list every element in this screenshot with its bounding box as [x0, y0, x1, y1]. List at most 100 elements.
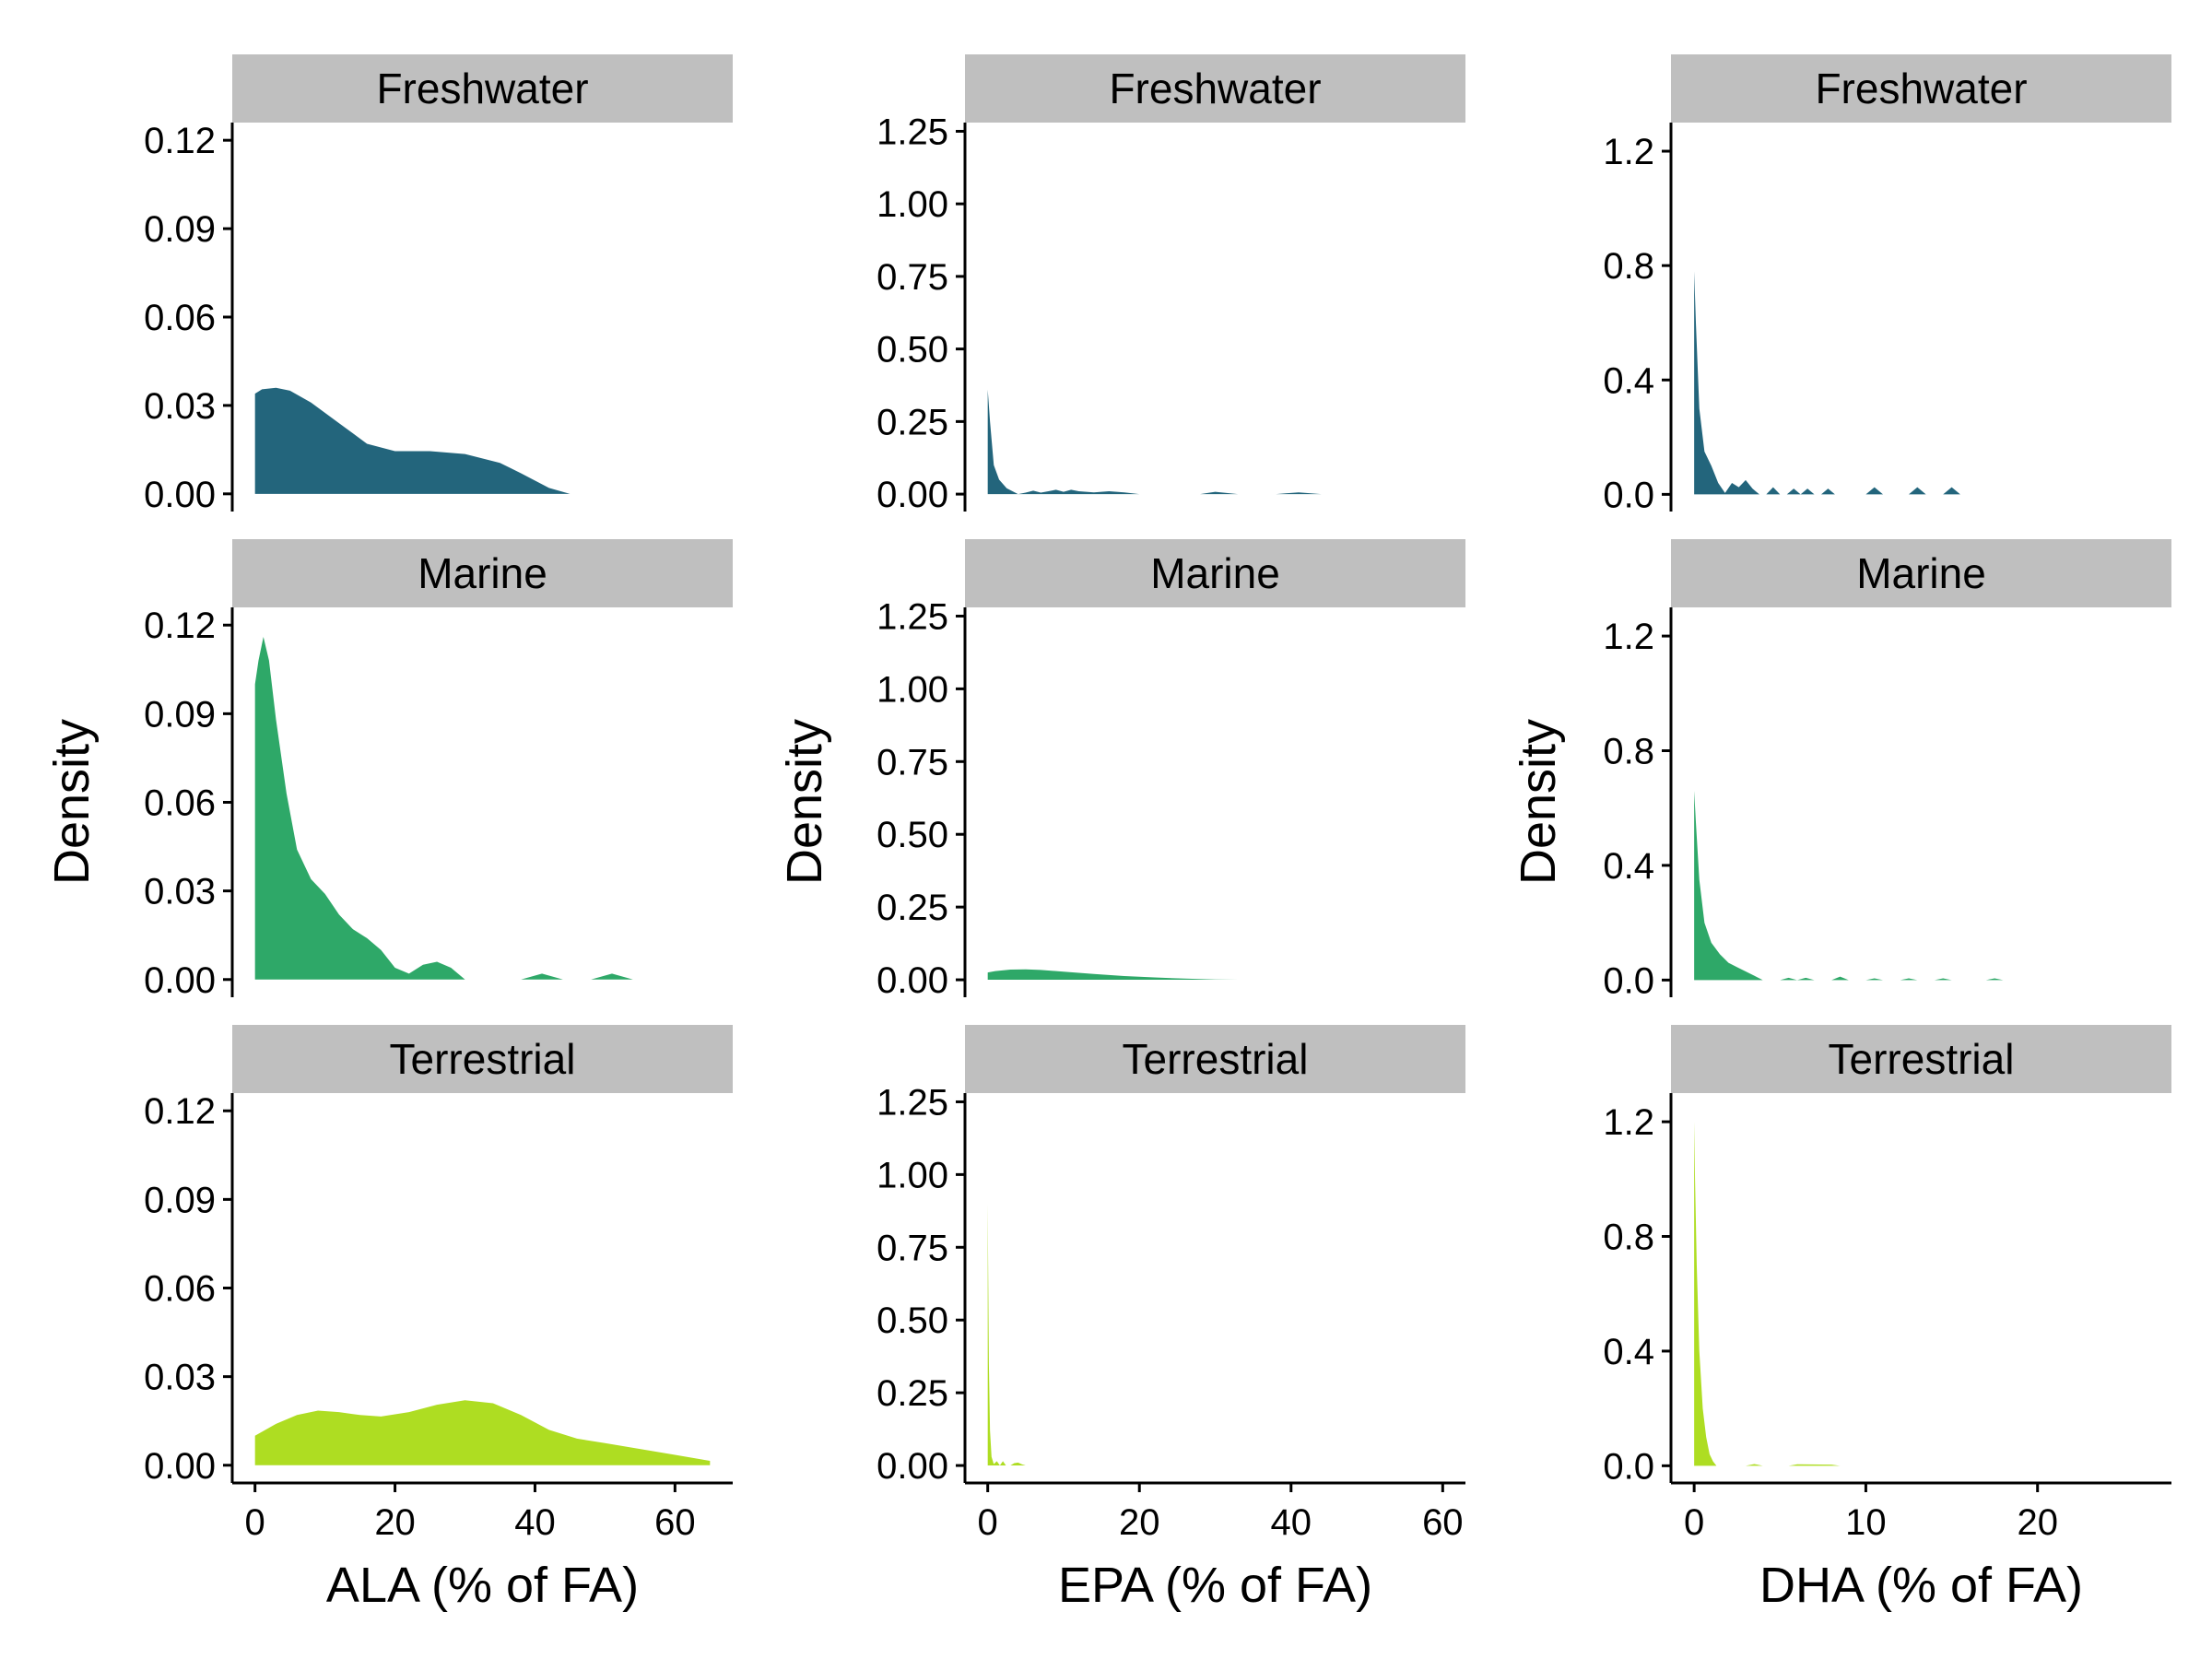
density-area: [254, 387, 571, 494]
y-axis-ticks: 0.00 0.25 0.50 0.75 1.00 1.25: [877, 112, 965, 515]
y-tick-label: 0.06: [144, 1269, 216, 1310]
y-tick-label: 0.25: [877, 1373, 948, 1414]
y-tick-label: 0.09: [144, 209, 216, 250]
panel-freshwater-ala: Freshwater 0.00 0.03 0.06 0.09 0.12: [144, 54, 733, 515]
y-tick-label: 0.4: [1603, 360, 1654, 401]
y-tick-label: 0.12: [144, 1091, 216, 1132]
y-tick-label: 1.00: [877, 184, 948, 225]
y-tick-label: 0.50: [877, 330, 948, 371]
density-area: [254, 1400, 711, 1465]
strip-background: [965, 1025, 1465, 1093]
y-tick-label: 0.75: [877, 742, 948, 782]
x-tick-label: 20: [374, 1502, 416, 1543]
y-tick-label: 0.03: [144, 872, 216, 912]
y-tick-label: 1.25: [877, 596, 948, 637]
y-tick-label: 0.00: [144, 475, 216, 515]
x-tick-label: 20: [1119, 1502, 1160, 1543]
y-tick-label: 0.8: [1603, 732, 1654, 772]
strip-background: [965, 54, 1465, 123]
y-tick-label: 0.00: [877, 1446, 948, 1487]
y-tick-label: 1.25: [877, 1082, 948, 1123]
y-tick-label: 0.09: [144, 694, 216, 735]
strip-background: [232, 54, 733, 123]
strip-label: Marine: [418, 549, 547, 597]
y-tick-label: 0.00: [144, 960, 216, 1001]
y-tick-label: 1.2: [1603, 132, 1654, 172]
strip-background: [1671, 1025, 2171, 1093]
y-tick-label: 0.00: [877, 960, 948, 1001]
x-tick-label: 20: [2017, 1502, 2058, 1543]
strip-background: [1671, 54, 2171, 123]
density-area: [1694, 791, 2004, 981]
density-area: [254, 637, 633, 980]
strip-background: [232, 539, 733, 607]
x-axis-title: EPA (% of FA): [1058, 1558, 1372, 1613]
strip-label: Terrestrial: [390, 1035, 576, 1083]
y-axis-ticks: 0.00 0.25 0.50 0.75 1.00 1.25: [877, 1082, 965, 1487]
y-tick-label: 0.12: [144, 606, 216, 646]
y-axis-ticks: 0.00 0.03 0.06 0.09 0.12: [144, 1091, 232, 1487]
x-tick-label: 40: [514, 1502, 556, 1543]
strip-label: Freshwater: [1815, 65, 2027, 112]
strip-label: Freshwater: [1109, 65, 1321, 112]
y-tick-label: 1.25: [877, 112, 948, 152]
y-tick-label: 0.00: [877, 475, 948, 515]
x-axis-title: DHA (% of FA): [1759, 1558, 2083, 1613]
y-axis-ticks: 0.00 0.03 0.06 0.09 0.12: [144, 121, 232, 515]
density-area: [987, 969, 1239, 981]
y-tick-label: 0.06: [144, 783, 216, 824]
y-tick-label: 0.00: [144, 1446, 216, 1487]
panel-marine-dha: Marine 0.0 0.4 0.8 1.2: [1603, 539, 2171, 1001]
y-tick-label: 0.25: [877, 888, 948, 928]
x-tick-label: 0: [245, 1502, 265, 1543]
strip-label: Marine: [1150, 549, 1280, 597]
panel-marine-epa: Marine 0.00 0.25 0.50 0.75 1.00 1.25: [877, 539, 1465, 1001]
panel-terrestrial-dha: Terrestrial 0.0 0.4 0.8 1.2 0 10 20: [1603, 1025, 2171, 1543]
y-tick-label: 0.0: [1603, 1446, 1654, 1487]
y-axis-ticks: 0.00 0.03 0.06 0.09 0.12: [144, 606, 232, 1001]
x-tick-label: 60: [1422, 1502, 1464, 1543]
strip-background: [965, 539, 1465, 607]
panel-terrestrial-ala: Terrestrial 0.00 0.03 0.06 0.09 0.12 0 20 40 60: [144, 1025, 733, 1543]
y-tick-label: 1.2: [1603, 617, 1654, 657]
y-tick-label: 0.25: [877, 402, 948, 442]
y-tick-label: 0.75: [877, 257, 948, 298]
y-tick-label: 0.50: [877, 1300, 948, 1341]
x-axis-ticks: 0 20 40 60: [245, 1483, 696, 1543]
strip-label: Marine: [1856, 549, 1986, 597]
x-tick-label: 40: [1271, 1502, 1312, 1543]
y-tick-label: 0.4: [1603, 846, 1654, 887]
x-tick-label: 10: [1845, 1502, 1887, 1543]
panel-terrestrial-epa: Terrestrial 0.00 0.25 0.50 0.75 1.00 1.25 0 20…: [877, 1025, 1465, 1543]
y-tick-label: 0.09: [144, 1180, 216, 1220]
y-axis-title: Density: [1511, 719, 1566, 885]
y-tick-label: 0.4: [1603, 1332, 1654, 1372]
y-axis-ticks: 0.0 0.4 0.8 1.2: [1603, 1102, 1671, 1487]
y-axis-title: Density: [44, 719, 100, 885]
panel-freshwater-epa: Freshwater 0.00 0.25 0.50 0.75 1.00 1.25: [877, 54, 1465, 515]
x-tick-label: 0: [1684, 1502, 1704, 1543]
y-tick-label: 0.8: [1603, 1218, 1654, 1258]
strip-label: Terrestrial: [1123, 1035, 1309, 1083]
y-tick-label: 0.0: [1603, 475, 1654, 515]
x-tick-label: 60: [654, 1502, 696, 1543]
y-tick-label: 1.00: [877, 669, 948, 710]
panel-freshwater-dha: Freshwater 0.0 0.4 0.8 1.2: [1603, 54, 2171, 515]
y-tick-label: 1.00: [877, 1155, 948, 1195]
x-axis-ticks: 0 10 20: [1684, 1483, 2058, 1543]
y-tick-label: 0.03: [144, 386, 216, 427]
y-tick-label: 0.8: [1603, 246, 1654, 287]
y-tick-label: 0.12: [144, 121, 216, 161]
y-tick-label: 1.2: [1603, 1102, 1654, 1143]
panel-marine-ala: Marine 0.00 0.03 0.06 0.09 0.12: [144, 539, 733, 1001]
y-axis-ticks: 0.0 0.4 0.8 1.2: [1603, 617, 1671, 1001]
y-tick-label: 0.75: [877, 1228, 948, 1268]
y-tick-label: 0.03: [144, 1358, 216, 1398]
y-tick-label: 0.06: [144, 298, 216, 338]
x-axis-ticks: 0 20 40 60: [978, 1483, 1464, 1543]
y-axis-ticks: 0.00 0.25 0.50 0.75 1.00 1.25: [877, 596, 965, 1001]
strip-label: Freshwater: [376, 65, 588, 112]
strip-background: [232, 1025, 733, 1093]
